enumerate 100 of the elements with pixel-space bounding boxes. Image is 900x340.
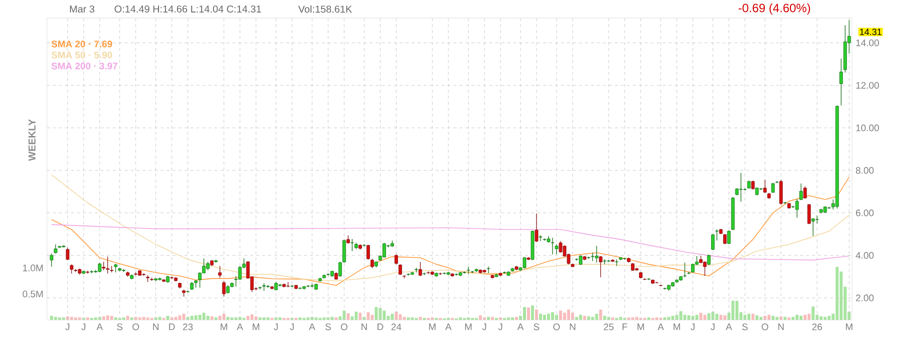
x-tick-label: O — [340, 324, 348, 330]
x-tick-label: M — [465, 324, 472, 330]
bar — [599, 310, 602, 320]
candlestick — [290, 284, 294, 288]
candlestick — [554, 244, 558, 255]
bar — [358, 312, 362, 320]
bar — [699, 312, 702, 320]
text: -0.69 (4.60%) — [738, 3, 810, 15]
x-tick-label: D — [169, 324, 175, 330]
annotation: 14.31 — [860, 28, 882, 36]
x-tick-label: J — [81, 324, 86, 330]
y2-tick-label: 0.5M — [22, 290, 43, 298]
x-tick-label: J — [482, 324, 486, 330]
candlestick — [727, 230, 731, 244]
x-tick-label: M — [220, 324, 228, 330]
bar — [374, 306, 378, 320]
candlestick — [711, 234, 715, 250]
candlestick — [839, 58, 843, 106]
x-tick-label: 24 — [391, 324, 402, 330]
x-tick-label: N — [362, 324, 367, 330]
x-tick-label: N — [570, 324, 576, 330]
text: SMA 50 · 5.90 — [51, 52, 112, 58]
y-tick-label: 4.00 — [856, 252, 874, 259]
x-tick-label: O — [553, 324, 560, 330]
x-tick-label: 23 — [183, 324, 193, 330]
x-tick-label: N — [778, 324, 784, 330]
y-tick-label: 12.00 — [856, 82, 879, 89]
x-tick-label: J — [690, 324, 695, 330]
candlestick — [342, 239, 346, 263]
candlestick — [394, 254, 398, 265]
y-tick-label: 6.00 — [856, 210, 874, 216]
candlestick — [366, 244, 370, 260]
candlestick — [266, 284, 270, 288]
text: SMA 20 · 7.69 — [51, 40, 112, 48]
x-tick-label: S — [742, 324, 748, 330]
x-tick-label: J — [290, 324, 294, 330]
text: Mar 3 — [70, 5, 94, 13]
text: O:14.49 H:14.66 L:14.04 C:14.31 — [114, 5, 262, 13]
x-tick-label: 25 — [604, 324, 614, 330]
candlestick — [370, 258, 374, 268]
x-tick-label: M — [638, 324, 644, 330]
candlestick — [50, 253, 54, 267]
x-tick-label: S — [325, 324, 331, 330]
bar — [707, 313, 710, 320]
x-tick-label: M — [674, 324, 680, 330]
x-tick-label: J — [274, 324, 278, 330]
x-tick-label: O — [132, 324, 139, 330]
candlestick — [807, 204, 811, 224]
candlestick — [783, 202, 787, 204]
candlestick — [66, 247, 70, 260]
candlestick — [106, 256, 110, 274]
bar — [836, 266, 839, 320]
x-tick-label: S — [534, 324, 540, 330]
y-tick-label: 14.00 — [856, 39, 879, 46]
candlestick — [703, 261, 707, 276]
x-tick-label: N — [153, 324, 158, 330]
candlestick — [54, 244, 58, 254]
text: SMA 200 · 3.97 — [51, 62, 118, 70]
x-tick-label: J — [65, 324, 70, 330]
x-tick-label: D — [378, 324, 384, 330]
x-tick-label: A — [726, 324, 732, 330]
x-tick-label: S — [116, 324, 122, 330]
bar — [679, 311, 682, 320]
candlestick — [763, 179, 767, 194]
x-tick-label: M — [846, 324, 852, 330]
x-tick-label: A — [236, 324, 244, 330]
y-tick-label: 8.00 — [856, 167, 874, 174]
candlestick — [258, 286, 262, 290]
bar — [731, 300, 734, 320]
x-tick-label: J — [710, 324, 715, 330]
x-tick-label: A — [308, 324, 316, 330]
bar — [366, 312, 370, 320]
candlestick — [534, 213, 538, 242]
candlestick — [779, 179, 783, 205]
candlestick — [262, 282, 266, 292]
x-tick-label: M — [252, 324, 260, 330]
bar — [523, 306, 526, 320]
y-tick-label: 2.00 — [856, 294, 874, 302]
bar — [202, 312, 206, 320]
text: Vol:158.61K — [298, 5, 352, 13]
bar — [567, 310, 570, 320]
candlestick — [286, 282, 290, 288]
bar — [559, 310, 562, 320]
x-tick-label: F — [622, 324, 628, 330]
candlestick — [715, 229, 719, 241]
bar — [735, 300, 738, 320]
bar — [382, 310, 386, 320]
x-tick-label: A — [445, 324, 452, 330]
candlestick — [538, 235, 542, 242]
bar — [354, 312, 358, 320]
x-tick-label: 26 — [812, 324, 822, 330]
text: WEEKLY — [28, 119, 36, 161]
bar — [531, 305, 534, 320]
candlestick — [218, 266, 222, 278]
x-tick-label: O — [762, 324, 768, 330]
bar — [527, 308, 530, 320]
candlestick — [739, 172, 743, 202]
candlestick — [522, 256, 526, 269]
x-tick-label: A — [96, 324, 103, 330]
candlestick — [594, 246, 598, 263]
